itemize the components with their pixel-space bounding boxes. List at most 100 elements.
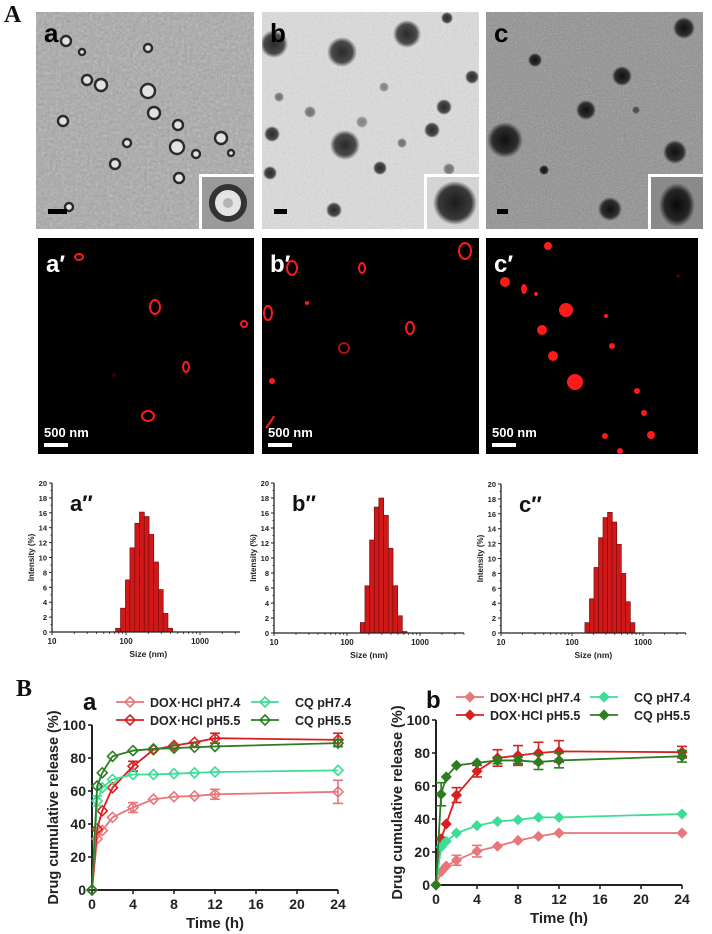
y-tick-label: 2 <box>265 614 269 623</box>
data-point-marker <box>450 854 463 866</box>
data-point-marker <box>512 754 524 766</box>
y-tick-label: 14 <box>39 524 48 533</box>
data-point-marker <box>491 840 504 852</box>
tem-panel-c: c <box>486 12 703 229</box>
y-tick-label: 6 <box>265 584 269 593</box>
histogram-bar <box>629 622 636 634</box>
x-axis-title: Size (nm) <box>574 650 612 660</box>
scale-bar <box>268 443 292 447</box>
x-tick-label: 10 <box>497 638 506 647</box>
x-tick-label: 24 <box>330 896 346 912</box>
release-chart-b: 0 20 40 60 80 100 0 4 8 12 16 20 24 Time (h) Drug cumu… <box>390 687 690 927</box>
series-cq_ph74 <box>85 764 345 897</box>
data-point-marker <box>440 835 452 847</box>
x-axis-title: Size (nm) <box>129 649 167 659</box>
data-point-marker <box>471 845 483 857</box>
data-point-marker <box>126 768 140 781</box>
data-point-marker <box>90 779 104 793</box>
y-tick-label: 12 <box>261 539 269 548</box>
data-point-marker <box>258 695 272 709</box>
legend-label: DOX·HCl pH5.5 <box>490 709 580 723</box>
y-tick-label: 8 <box>265 569 269 578</box>
data-point-marker <box>208 788 222 801</box>
fluorescence-image: c′ <box>494 242 680 454</box>
y-tick-label: 20 <box>39 479 47 488</box>
y-tick-label: 10 <box>261 554 269 563</box>
data-point-marker <box>676 808 688 820</box>
data-point-marker <box>471 757 483 769</box>
legend-label: CQ pH7.4 <box>634 691 690 705</box>
histogram-bar <box>383 514 389 634</box>
data-point-marker <box>147 742 160 756</box>
x-tick-label: 8 <box>514 891 522 907</box>
scale-bar <box>492 443 516 447</box>
histogram-bar <box>134 522 141 633</box>
data-point-marker <box>123 695 137 709</box>
y-tick-label: 60 <box>70 783 86 799</box>
y-tick-label: 6 <box>492 584 496 593</box>
y-tick-label: 10 <box>39 554 47 563</box>
x-tick-label: 12 <box>551 891 567 907</box>
data-point-marker <box>450 827 463 839</box>
data-point-marker <box>598 691 610 703</box>
x-tick-label: 4 <box>129 896 137 912</box>
x-tick-label: 20 <box>289 896 305 912</box>
data-point-marker <box>450 759 463 771</box>
x-tick-label: 0 <box>88 896 96 912</box>
y-tick-label: 14 <box>261 524 270 533</box>
dls-histogram-a: 0 2 4 6 8 10 12 14 16 18 20 10 100 1000 Size (nm) Inten… <box>27 479 240 659</box>
histogram-bar <box>158 589 164 633</box>
histogram-bar <box>602 517 609 634</box>
histogram-bar <box>607 512 613 634</box>
data-point-marker <box>126 744 140 757</box>
data-point-marker <box>167 739 181 752</box>
legend-label: DOX·HCl pH7.4 <box>150 696 240 710</box>
data-point-marker <box>96 824 109 837</box>
data-point-marker <box>676 827 688 839</box>
y-axis-title: Intensity (%) <box>476 534 485 582</box>
data-point-marker <box>471 765 483 777</box>
y-tick-label: 16 <box>261 509 269 518</box>
x-tick-label: 1000 <box>634 638 652 647</box>
fluorescence-panel-b: b′ 500 nm <box>262 238 479 454</box>
y-tick-label: 10 <box>488 555 496 564</box>
y-tick-label: 8 <box>492 569 496 578</box>
tem-panel-b: b <box>262 12 479 229</box>
fluorescence-image: a′ <box>46 251 248 422</box>
data-point-marker <box>188 789 201 803</box>
data-point-marker <box>450 789 463 801</box>
dls-histogram-b: 0 2 4 6 8 10 12 14 16 18 20 10 100 1000 Size (nm) Inten… <box>249 479 465 660</box>
y-tick-label: 8 <box>43 568 47 577</box>
data-point-marker <box>435 788 447 800</box>
scale-bar <box>497 209 508 214</box>
data-point-marker <box>430 879 442 891</box>
panel-letter: a <box>83 689 97 716</box>
y-tick-label: 20 <box>414 844 430 860</box>
data-point-marker <box>512 814 524 826</box>
scale-bar-label: 500 nm <box>268 425 313 440</box>
x-tick-label: 10 <box>270 638 279 647</box>
series-line <box>91 737 339 891</box>
y-tick-label: 14 <box>488 525 497 534</box>
x-tick-label: 1000 <box>191 637 209 646</box>
y-tick-label: 4 <box>265 599 270 608</box>
data-point-marker <box>331 785 345 798</box>
data-point-marker <box>208 765 222 779</box>
dls-plot: 0 2 4 6 8 10 12 14 16 18 20 10 100 1000 Size (nm) Inten… <box>249 479 465 660</box>
histogram-bar <box>129 547 136 633</box>
data-point-marker <box>90 794 104 808</box>
tem-inset-a <box>199 174 254 229</box>
y-tick-label: 6 <box>43 583 47 592</box>
fluorescence-image: b′ <box>263 242 472 429</box>
data-point-marker <box>331 764 345 777</box>
data-point-marker <box>96 766 109 779</box>
y-tick-label: 0 <box>43 628 47 637</box>
legend: DOX·HCl pH7.4 DOX·HCl pH5.5 CQ pH7.4 CQ pH5… <box>456 691 690 723</box>
y-tick-label: 20 <box>70 849 86 865</box>
data-point-marker <box>126 760 140 773</box>
histogram-bar <box>625 601 631 634</box>
y-tick-label: 100 <box>63 717 87 733</box>
histogram-bar <box>120 607 126 633</box>
scale-bar-label: 500 nm <box>44 425 89 440</box>
data-point-marker <box>676 750 688 762</box>
